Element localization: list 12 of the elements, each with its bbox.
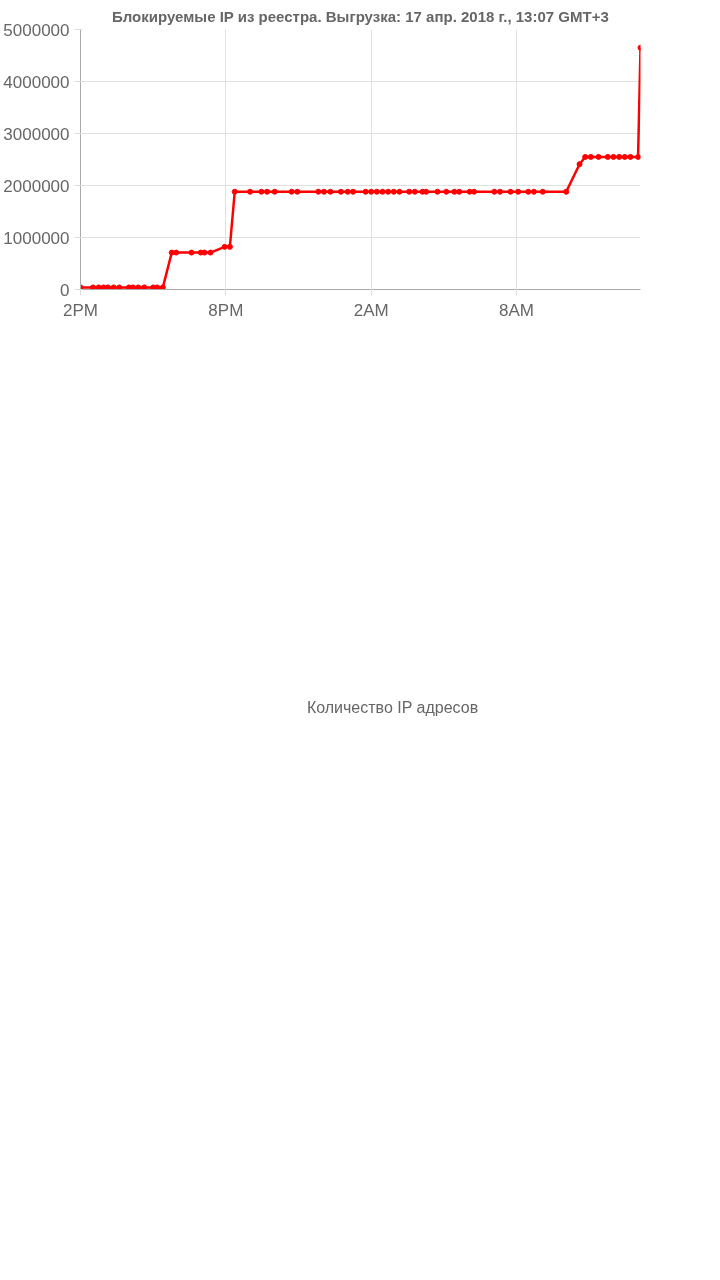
x-tick-label: 8PM	[208, 300, 244, 320]
y-tick-label: 0	[60, 280, 70, 300]
y-tick-label: 2000000	[3, 176, 70, 196]
x-tick-label: 2AM	[353, 300, 389, 320]
y-tick-label: 5000000	[3, 20, 70, 40]
chart-title: Блокируемые IP из реестра. Выгрузка: 17 апр. 2018 г., 13:07 GMT+3	[112, 7, 609, 25]
y-tick-label: 3000000	[3, 124, 70, 144]
text: Количество IP адресов	[306, 698, 479, 717]
y-tick-label: 4000000	[3, 72, 70, 92]
x-tick-label: 8AM	[499, 300, 535, 320]
y-tick-label: 1000000	[3, 228, 70, 248]
x-tick-label: 2PM	[63, 300, 98, 320]
